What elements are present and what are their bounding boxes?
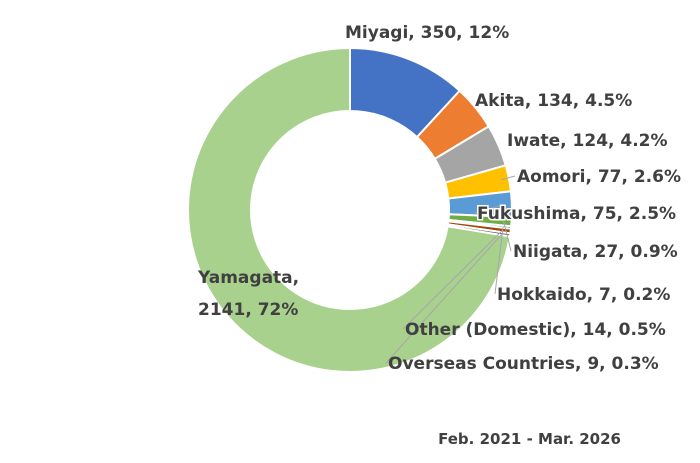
label-yamagata: Yamagata, 2141, 72% xyxy=(197,268,299,320)
period-label: Feb. 2021 - Mar. 2026 xyxy=(438,430,621,448)
label-fukushima: Fukushima, 75, 2.5% xyxy=(477,204,676,224)
label-akita: Akita, 134, 4.5% xyxy=(475,91,632,111)
label-aomori: Aomori, 77, 2.6% xyxy=(517,167,681,187)
label-overseas-countries: Overseas Countries, 9, 0.3% xyxy=(388,354,659,374)
label-hokkaido: Hokkaido, 7, 0.2% xyxy=(497,285,670,305)
donut-slices xyxy=(187,46,513,373)
slice-yamagata xyxy=(187,46,511,373)
label-iwate: Iwate, 124, 4.2% xyxy=(507,131,668,151)
leader-line-hokkaido xyxy=(494,226,504,295)
label-niigata: Niigata, 27, 0.9% xyxy=(513,242,678,262)
leader-line-other-domestic xyxy=(402,229,504,330)
leader-line-niigata xyxy=(503,220,512,252)
leader-lines xyxy=(385,175,516,364)
label-other-domestic: Other (Domestic), 14, 0.5% xyxy=(405,320,666,340)
label-miyagi: Miyagi, 350, 12% xyxy=(345,23,509,43)
leader-line-aomori xyxy=(500,175,516,181)
leader-line-fukushima xyxy=(474,203,505,214)
leader-line-overseas-countries xyxy=(385,233,503,364)
data-labels: Miyagi, 350, 12% Akita, 134, 4.5% Iwate, 1… xyxy=(197,23,681,374)
